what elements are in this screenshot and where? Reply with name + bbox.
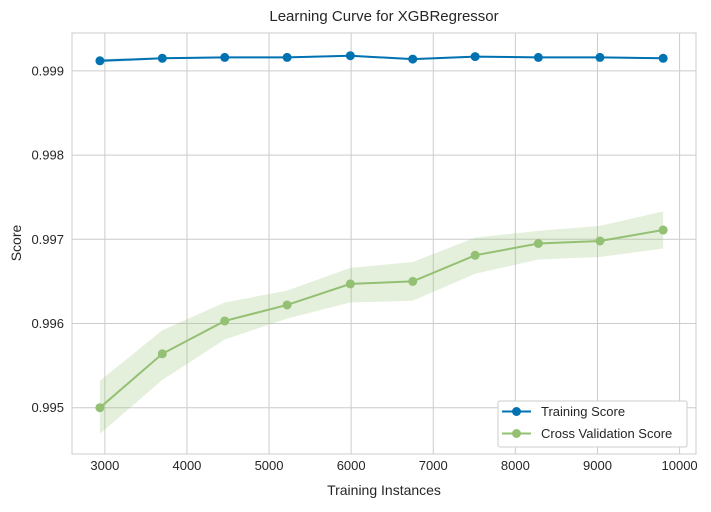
y-tick-label: 0.995: [31, 400, 64, 415]
x-axis-title: Training Instances: [327, 482, 441, 498]
x-tick-label: 9000: [583, 458, 612, 473]
plot-area: [71, 32, 697, 455]
series-0-point: [470, 52, 480, 62]
legend-label-training: Training Score: [541, 404, 625, 419]
series-1-point: [282, 300, 292, 310]
series-1-line: [99, 229, 664, 409]
series-0-point: [282, 52, 292, 62]
legend-swatch-marker-cv: [512, 429, 521, 438]
x-tick-label: 6000: [337, 458, 366, 473]
legend-label-cv: Cross Validation Score: [541, 426, 672, 441]
x-tick-label: 5000: [255, 458, 284, 473]
y-tick-label: 0.999: [31, 63, 64, 78]
chart-title: Learning Curve for XGBRegressor: [269, 8, 498, 25]
series-0-point: [533, 52, 543, 62]
y-tick-label: 0.996: [31, 316, 64, 331]
x-tick-label: 4000: [172, 458, 201, 473]
legend-swatch-marker-training: [512, 407, 521, 416]
legend-box: [497, 400, 688, 448]
series-0-point: [408, 54, 418, 64]
y-tick-label: 0.997: [31, 232, 64, 247]
series-1-point: [595, 236, 605, 246]
x-tick-label: 8000: [501, 458, 530, 473]
y-tick-label: 0.998: [31, 148, 64, 163]
series-1-band: [99, 211, 664, 434]
x-tick-labels: 3000 4000 5000 6000 7000 8000 9000 10000: [90, 458, 697, 473]
x-tick-label: 3000: [90, 458, 119, 473]
series-1-point: [658, 225, 668, 235]
x-tick-label: 7000: [419, 458, 448, 473]
legend: Training Score Cross Validation Score: [497, 400, 688, 448]
y-tick-labels: 0.995 0.996 0.997 0.998 0.999: [31, 63, 64, 415]
line-layer: [99, 54, 664, 409]
series-1-point: [345, 279, 355, 289]
series-0-line: [99, 54, 664, 62]
series-0-point: [345, 51, 355, 61]
series-0-point: [220, 52, 230, 62]
series-1-point: [533, 239, 543, 248]
x-tick-label: 10000: [662, 458, 698, 473]
grid-layer: [72, 33, 696, 454]
series-1-point: [470, 250, 480, 260]
point-layer: [95, 51, 668, 413]
y-axis-title: Score: [8, 225, 24, 262]
series-0-point: [95, 56, 105, 66]
series-0-point: [595, 52, 605, 62]
series-1-point: [220, 316, 230, 326]
series-0-point: [658, 53, 668, 63]
series-1-point: [95, 403, 105, 413]
series-0-point: [157, 53, 167, 63]
series-1-point: [157, 349, 167, 359]
series-1-point: [408, 276, 418, 286]
